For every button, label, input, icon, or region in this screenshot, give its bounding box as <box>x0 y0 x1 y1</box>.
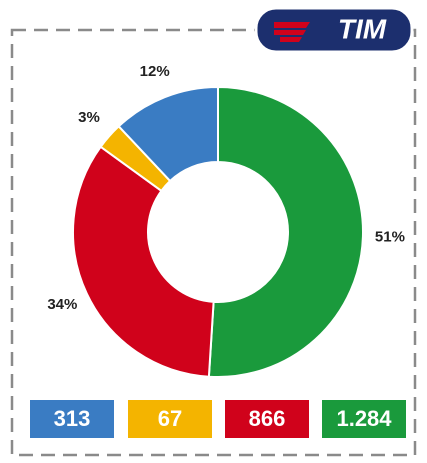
slice <box>207 85 364 378</box>
count-label: 67 <box>158 406 182 431</box>
count-label: 313 <box>54 406 91 431</box>
logo: TIM <box>254 6 414 54</box>
count-box <box>30 400 114 438</box>
frame <box>10 28 417 457</box>
count-label: 866 <box>249 406 286 431</box>
slice <box>117 85 219 183</box>
slice-label: 3% <box>78 109 100 126</box>
slice <box>72 145 215 378</box>
count-label: 1.284 <box>336 406 392 431</box>
logo-text: TIM <box>338 13 387 44</box>
slice-label: 12% <box>140 63 170 80</box>
slice-label: 34% <box>47 296 77 313</box>
count-box <box>225 400 309 438</box>
count-box <box>128 400 212 438</box>
logo-flag <box>274 22 310 42</box>
count-box <box>322 400 406 438</box>
slice-label: 51% <box>375 228 405 245</box>
